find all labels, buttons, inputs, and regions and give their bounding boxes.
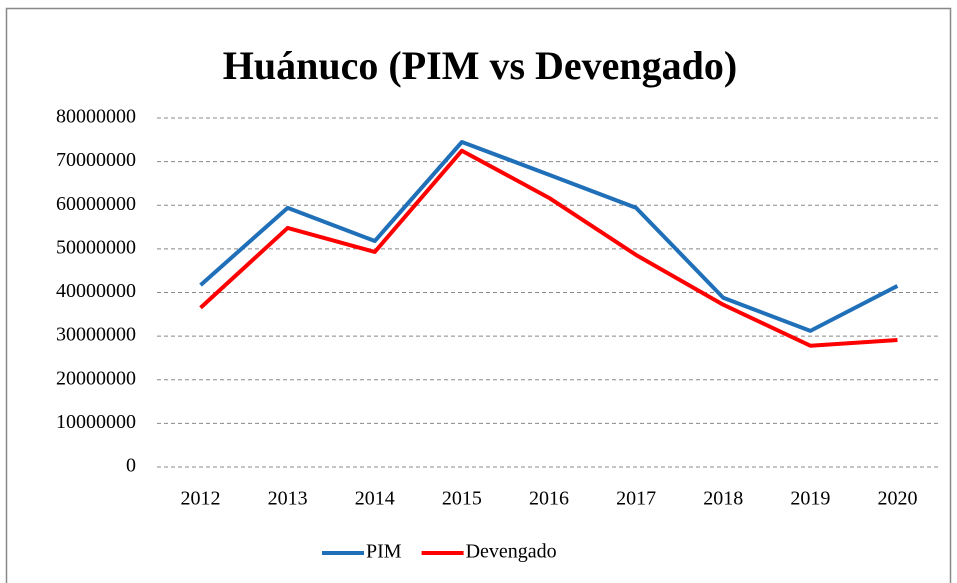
legend-label: PIM [366,541,402,563]
y-tick-label: 70000000 [56,149,136,171]
x-tick-label: 2016 [529,488,569,510]
x-tick-label: 2019 [790,488,830,510]
chart-border [5,7,952,583]
y-tick-label: 0 [126,455,136,477]
x-tick-label: 2020 [877,488,917,510]
x-tick-label: 2014 [355,488,395,510]
x-tick-label: 2015 [442,488,482,510]
x-tick-label: 2018 [703,488,743,510]
y-tick-label: 40000000 [56,280,136,302]
x-tick-label: 2012 [181,488,221,510]
x-tick-label: 2013 [268,488,308,510]
y-tick-label: 80000000 [56,106,136,128]
y-tick-label: 30000000 [56,324,136,346]
legend-label: Devengado [466,541,557,563]
line-series [199,139,899,333]
y-tick-label: 50000000 [56,236,136,258]
chart-title: Huánuco (PIM vs Devengado) [223,43,737,88]
y-tick-label: 20000000 [56,367,136,389]
x-tick-label: 2017 [616,488,656,510]
y-tick-label: 60000000 [56,193,136,215]
y-tick-label: 10000000 [56,411,136,433]
line-series [199,148,898,348]
